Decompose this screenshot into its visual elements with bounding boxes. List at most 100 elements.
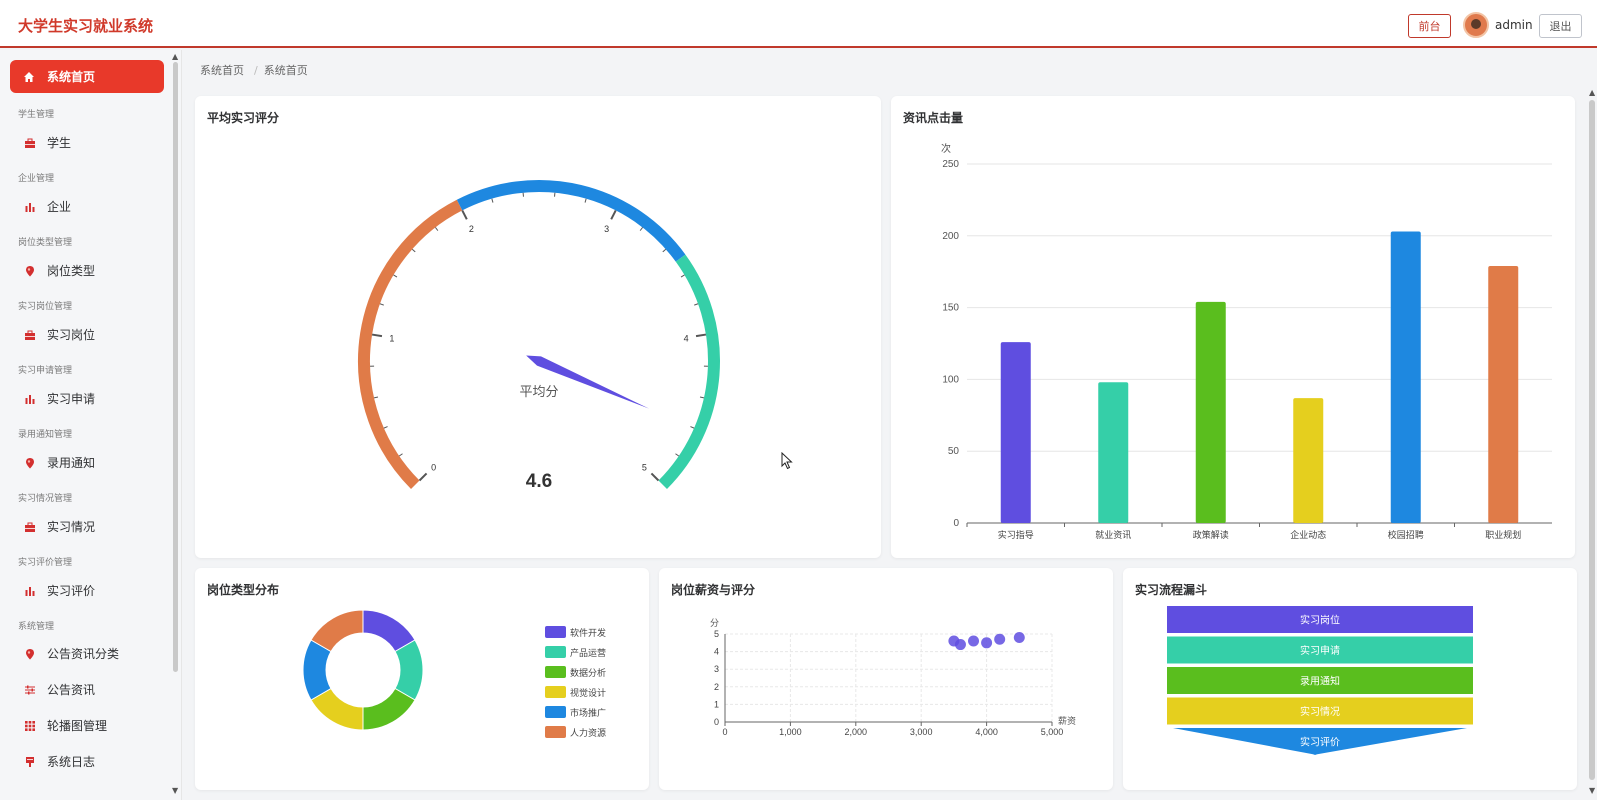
legend-swatch xyxy=(545,726,566,738)
scatter-point xyxy=(981,637,993,649)
sidebar-item[interactable]: 学生 xyxy=(24,134,71,151)
gauge-minor-tick xyxy=(393,274,398,278)
sidebar-item[interactable]: 系统日志 xyxy=(24,753,95,770)
sidebar-item-label: 实习情况 xyxy=(47,520,96,534)
sidebar-item[interactable]: 公告资讯分类 xyxy=(24,645,119,662)
gauge-value: 4.6 xyxy=(526,471,552,492)
gauge-tick-label: 3 xyxy=(604,224,609,234)
avatar[interactable] xyxy=(1463,12,1489,38)
y-tick-label: 1 xyxy=(714,699,719,709)
x-tick-label: 职业规划 xyxy=(1485,529,1521,540)
funnel-stage-label: 实习情况 xyxy=(1300,705,1340,718)
gauge-minor-tick xyxy=(680,274,685,278)
bar xyxy=(1488,265,1519,523)
funnel-stage xyxy=(1167,697,1473,725)
scatter-chart: 0 1 2 3 4 5 0 1,000 2,000 3,000 4,000 5,000 分薪资 xyxy=(710,618,1076,737)
sidebar xyxy=(0,50,182,800)
legend-label: 数据分析 xyxy=(570,667,606,678)
sidebar-item[interactable]: 实习申请 xyxy=(24,390,95,407)
gauge-minor-tick xyxy=(675,453,680,457)
sidebar-item[interactable]: 实习情况 xyxy=(24,518,95,535)
y-tick-label: 150 xyxy=(942,303,959,314)
scroll-up-icon[interactable]: ▲ xyxy=(172,52,179,61)
scatter-point xyxy=(1013,632,1025,644)
sidebar-item-home[interactable]: 系统首页 xyxy=(10,60,164,93)
legend-swatch xyxy=(545,686,566,698)
username[interactable]: admin xyxy=(1495,18,1533,32)
gauge-minor-tick xyxy=(373,396,379,399)
y-tick-label: 2 xyxy=(714,682,719,692)
scatter-card: 岗位薪资与评分 0 1 2 3 4 5 0 1,000 2,000 3,000 4,000 5,000… xyxy=(659,568,1113,790)
x-tick-label: 企业动态 xyxy=(1290,529,1326,540)
sidebar-item[interactable]: 实习岗位 xyxy=(24,326,95,343)
gauge-chart: 0 1 2 3 4 5 平均分 4.6 xyxy=(358,180,720,492)
gauge-minor-tick xyxy=(662,248,667,253)
funnel-stage-label: 实习岗位 xyxy=(1300,614,1340,627)
mouse-cursor-icon xyxy=(781,452,793,470)
bar xyxy=(1293,398,1324,523)
sidebar-item-label: 轮播图管理 xyxy=(47,719,108,733)
main-scroll-up-icon[interactable]: ▲ xyxy=(1589,88,1596,97)
bar-chart-icon xyxy=(25,394,35,404)
x-tick-label: 5,000 xyxy=(1041,727,1064,737)
y-tick-label: 0 xyxy=(714,717,719,727)
y-axis-title: 分 xyxy=(710,618,719,628)
gauge-minor-tick xyxy=(398,453,403,457)
card-title: 岗位类型分布 xyxy=(207,583,280,597)
gauge-card: 平均实习评分 0 1 2 3 4 5 平均分 4.6 xyxy=(195,96,881,558)
legend-label: 市场推广 xyxy=(570,707,606,718)
location-pin-icon xyxy=(26,265,34,276)
main-scrollbar[interactable] xyxy=(1589,100,1595,780)
front-button[interactable]: 前台 xyxy=(1408,14,1451,38)
sidebar-item[interactable]: 公告资讯 xyxy=(24,681,95,698)
funnel-stage xyxy=(1167,667,1473,694)
legend-label: 软件开发 xyxy=(570,627,606,638)
logout-button[interactable]: 退出 xyxy=(1539,14,1582,38)
breadcrumb-separator: / xyxy=(254,64,258,77)
sidebar-item[interactable]: 岗位类型 xyxy=(24,262,95,279)
bar xyxy=(1098,382,1129,523)
bar xyxy=(1195,301,1226,523)
sidebar-group-title: 录用通知管理 xyxy=(18,430,73,440)
breadcrumb-item[interactable]: 系统首页 xyxy=(200,64,244,77)
gauge-tick-label: 1 xyxy=(389,334,394,344)
top-bar: 大学生实习就业系统 前台 admin 退出 xyxy=(0,0,1597,48)
gauge-major-tick xyxy=(695,333,707,338)
breadcrumb: 系统首页 / 系统首页 xyxy=(200,62,312,78)
y-tick-label: 5 xyxy=(714,629,719,639)
pie-slice xyxy=(310,609,364,653)
sidebar-item-label: 系统日志 xyxy=(47,755,96,769)
gauge-major-tick xyxy=(418,472,428,482)
y-tick-label: 250 xyxy=(942,159,959,170)
sidebar-item[interactable]: 轮播图管理 xyxy=(24,717,107,734)
main-scroll-down-icon[interactable]: ▼ xyxy=(1589,786,1596,795)
clicks-card: 资讯点击量 0 50 100 150 200 250 次实习指导 就业资讯 政策解读 企业动态 校园… xyxy=(891,96,1575,558)
legend-label: 人力资源 xyxy=(570,727,606,738)
x-tick-label: 就业资讯 xyxy=(1095,529,1131,540)
gauge-minor-tick xyxy=(491,198,494,203)
funnel-stage-label: 实习申请 xyxy=(1300,644,1340,657)
gauge-major-tick xyxy=(610,209,617,220)
sidebar-scrollbar[interactable] xyxy=(173,62,178,672)
sidebar-item-label: 实习申请 xyxy=(47,392,96,406)
gauge-minor-tick xyxy=(435,227,439,231)
funnel-stage-label: 录用通知 xyxy=(1300,675,1340,688)
card-title: 平均实习评分 xyxy=(207,111,280,125)
sidebar-item-label: 公告资讯分类 xyxy=(47,647,120,661)
x-tick-label: 校园招聘 xyxy=(1388,529,1424,540)
y-tick-label: 200 xyxy=(942,231,959,242)
sidebar-group-title: 岗位类型管理 xyxy=(18,238,73,248)
sidebar-item[interactable]: 录用通知 xyxy=(24,454,95,471)
sidebar-item[interactable]: 实习评价 xyxy=(24,582,95,599)
log-icon xyxy=(26,756,34,767)
briefcase-icon xyxy=(25,330,35,340)
y-tick-label: 0 xyxy=(953,518,959,529)
scroll-down-icon[interactable]: ▼ xyxy=(172,786,179,795)
sidebar-group-title: 学生管理 xyxy=(18,110,55,120)
legend-label: 产品运营 xyxy=(570,647,606,658)
sidebar-group-title: 实习申请管理 xyxy=(18,366,73,376)
sidebar-item[interactable]: 企业 xyxy=(24,198,71,215)
